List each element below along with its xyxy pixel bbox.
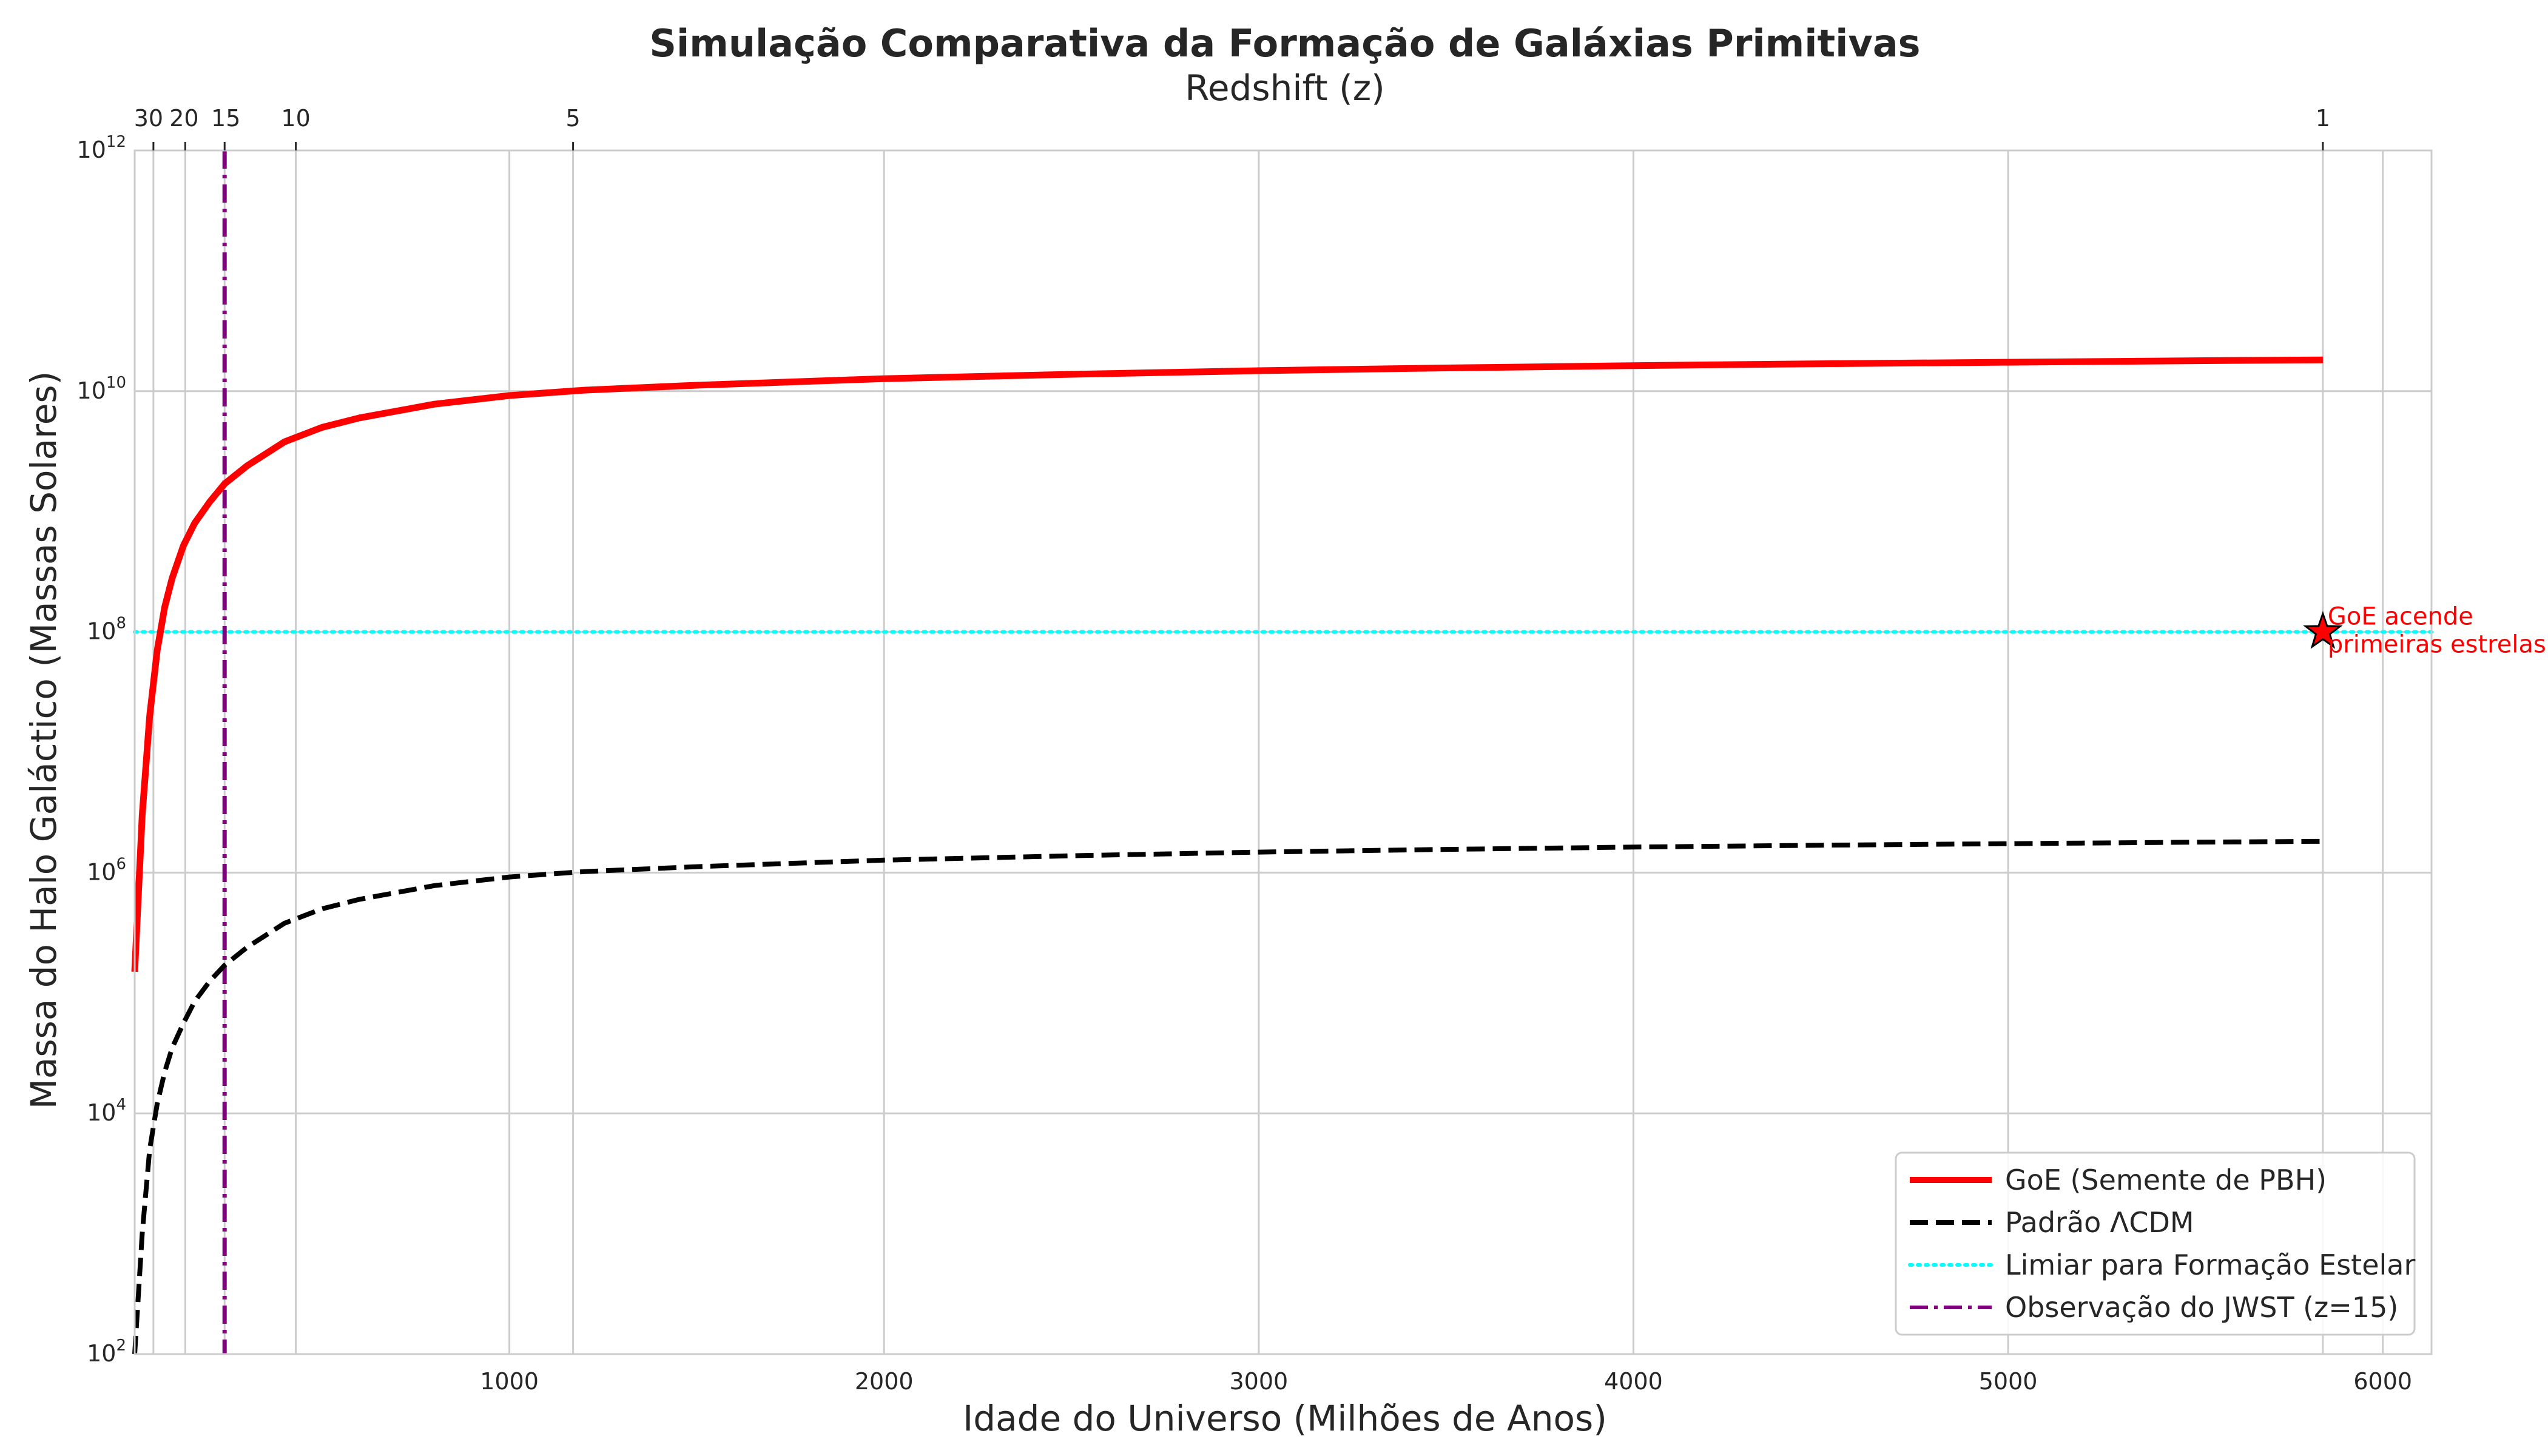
legend-label-threshold: Limiar para Formação Estelar [2005, 1249, 2415, 1281]
series-lines [131, 356, 2323, 1355]
redshift-tick-label: 1 [2316, 105, 2330, 132]
annotation-text-line1: GoE acende [2328, 603, 2473, 631]
x-tick-label: 3000 [1229, 1368, 1288, 1395]
chart-title: Simulação Comparativa da Formação de Gal… [649, 21, 1920, 66]
legend-label-jwst: Observação do JWST (z=15) [2005, 1291, 2398, 1324]
x-tick-label: 4000 [1604, 1368, 1663, 1395]
reference-lines [133, 150, 2433, 1354]
top-axis-title: Redshift (z) [1185, 67, 1385, 109]
y-tick-label: 102 [87, 1336, 126, 1367]
plot-frame [133, 149, 2433, 1355]
legend-label-goe: GoE (Semente de PBH) [2005, 1164, 2327, 1196]
y-tick-label: 108 [87, 615, 126, 645]
y-tick-label: 104 [87, 1096, 126, 1126]
redshift-tick-label: 5 [566, 105, 581, 132]
axes [133, 149, 2433, 1355]
legend: GoE (Semente de PBH) Padrão ΛCDM Limiar … [1895, 1151, 2416, 1336]
y-tick-label: 1010 [77, 374, 126, 404]
redshift-tick-label: 30 [134, 105, 163, 132]
y-tick-label: 106 [87, 855, 126, 885]
x-tick-label: 6000 [2353, 1368, 2412, 1395]
x-tick-label: 2000 [855, 1368, 914, 1395]
series-line-0 [131, 356, 2323, 972]
redshift-tick-label: 10 [281, 105, 310, 132]
x-axis-title: Idade do Universo (Milhões de Anos) [963, 1398, 1607, 1439]
tick-labels: 1000 2000 3000 4000 5000 6000 30 20 15 10 5 1 102 104… [77, 105, 2413, 1395]
redshift-tick-label: 15 [211, 105, 240, 132]
annotation-text-line2: primeiras estrelas [2328, 631, 2546, 659]
annotation-star-marker [2303, 611, 2343, 649]
redshift-tick-label: 20 [169, 105, 198, 132]
x-tick-label: 5000 [1979, 1368, 2038, 1395]
y-axis-title: Massa do Halo Galáctico (Massas Solares) [23, 371, 64, 1110]
x-tick-label: 1000 [480, 1368, 539, 1395]
legend-box [1895, 1151, 2416, 1336]
legend-label-lcdm: Padrão ΛCDM [2005, 1206, 2194, 1239]
series-line-1 [132, 838, 2323, 1355]
y-tick-label: 1012 [77, 133, 126, 163]
